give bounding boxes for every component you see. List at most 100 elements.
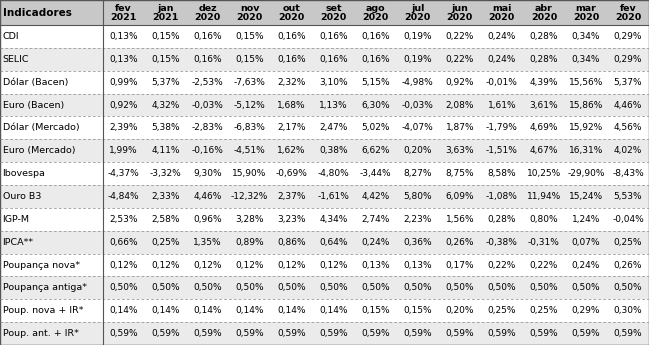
Text: 2020: 2020 bbox=[363, 12, 389, 21]
Text: 15,92%: 15,92% bbox=[569, 124, 603, 132]
Text: -0,04%: -0,04% bbox=[612, 215, 644, 224]
Text: 0,59%: 0,59% bbox=[614, 329, 643, 338]
Text: -3,32%: -3,32% bbox=[150, 169, 182, 178]
Text: Poup. nova + IR*: Poup. nova + IR* bbox=[3, 306, 83, 315]
Text: 8,58%: 8,58% bbox=[487, 169, 516, 178]
Text: fev: fev bbox=[115, 3, 132, 12]
Text: 0,96%: 0,96% bbox=[193, 215, 222, 224]
Text: 6,09%: 6,09% bbox=[445, 192, 474, 201]
Text: -0,03%: -0,03% bbox=[191, 100, 223, 110]
Text: 11,94%: 11,94% bbox=[527, 192, 561, 201]
Text: -4,51%: -4,51% bbox=[234, 146, 265, 155]
Text: 0,59%: 0,59% bbox=[193, 329, 222, 338]
Text: 0,29%: 0,29% bbox=[572, 306, 600, 315]
Text: 4,11%: 4,11% bbox=[151, 146, 180, 155]
Text: 8,27%: 8,27% bbox=[404, 169, 432, 178]
Text: 0,19%: 0,19% bbox=[404, 32, 432, 41]
Text: 0,59%: 0,59% bbox=[109, 329, 138, 338]
Text: 3,10%: 3,10% bbox=[319, 78, 348, 87]
Text: 2021: 2021 bbox=[153, 12, 178, 21]
Text: 2,33%: 2,33% bbox=[151, 192, 180, 201]
Text: -8,43%: -8,43% bbox=[612, 169, 644, 178]
Text: 2,39%: 2,39% bbox=[109, 124, 138, 132]
Text: -4,07%: -4,07% bbox=[402, 124, 434, 132]
Text: 1,87%: 1,87% bbox=[445, 124, 474, 132]
Text: 0,17%: 0,17% bbox=[445, 260, 474, 269]
Bar bbox=[0, 322, 649, 345]
Bar bbox=[0, 208, 649, 231]
Text: 2020: 2020 bbox=[236, 12, 263, 21]
Text: 0,15%: 0,15% bbox=[151, 32, 180, 41]
Text: 6,30%: 6,30% bbox=[361, 100, 390, 110]
Text: 0,59%: 0,59% bbox=[277, 329, 306, 338]
Text: 0,59%: 0,59% bbox=[572, 329, 600, 338]
Text: 0,59%: 0,59% bbox=[236, 329, 264, 338]
Text: -4,37%: -4,37% bbox=[108, 169, 140, 178]
Text: 0,15%: 0,15% bbox=[404, 306, 432, 315]
Text: -0,03%: -0,03% bbox=[402, 100, 434, 110]
Text: 1,99%: 1,99% bbox=[109, 146, 138, 155]
Text: 2020: 2020 bbox=[615, 12, 641, 21]
Bar bbox=[0, 48, 649, 71]
Text: Dólar (Bacen): Dólar (Bacen) bbox=[3, 78, 68, 87]
Text: 2,47%: 2,47% bbox=[319, 124, 348, 132]
Text: 0,24%: 0,24% bbox=[361, 238, 390, 247]
Text: 0,20%: 0,20% bbox=[404, 146, 432, 155]
Text: 0,13%: 0,13% bbox=[109, 32, 138, 41]
Text: 5,37%: 5,37% bbox=[151, 78, 180, 87]
Text: 1,68%: 1,68% bbox=[277, 100, 306, 110]
Text: 2020: 2020 bbox=[573, 12, 599, 21]
Text: 2,32%: 2,32% bbox=[278, 78, 306, 87]
Text: 4,39%: 4,39% bbox=[530, 78, 558, 87]
Text: 0,26%: 0,26% bbox=[446, 238, 474, 247]
Text: 0,38%: 0,38% bbox=[319, 146, 348, 155]
Text: 0,50%: 0,50% bbox=[236, 283, 264, 292]
Text: 0,50%: 0,50% bbox=[361, 283, 390, 292]
Text: Indicadores: Indicadores bbox=[3, 8, 71, 18]
Text: 1,56%: 1,56% bbox=[445, 215, 474, 224]
Text: 0,28%: 0,28% bbox=[487, 215, 516, 224]
Text: 0,14%: 0,14% bbox=[193, 306, 222, 315]
Text: 10,25%: 10,25% bbox=[527, 169, 561, 178]
Text: 0,24%: 0,24% bbox=[572, 260, 600, 269]
Text: 4,46%: 4,46% bbox=[614, 100, 642, 110]
Text: 0,59%: 0,59% bbox=[319, 329, 348, 338]
Text: 15,24%: 15,24% bbox=[569, 192, 603, 201]
Text: Ibovespa: Ibovespa bbox=[3, 169, 45, 178]
Text: 0,99%: 0,99% bbox=[109, 78, 138, 87]
Text: 0,14%: 0,14% bbox=[319, 306, 348, 315]
Text: 4,69%: 4,69% bbox=[530, 124, 558, 132]
Text: 0,16%: 0,16% bbox=[361, 32, 390, 41]
Text: 0,50%: 0,50% bbox=[193, 283, 222, 292]
Bar bbox=[0, 0, 649, 25]
Text: 0,13%: 0,13% bbox=[404, 260, 432, 269]
Text: dez: dez bbox=[199, 3, 217, 12]
Text: -29,90%: -29,90% bbox=[567, 169, 605, 178]
Text: 3,61%: 3,61% bbox=[530, 100, 558, 110]
Text: 2020: 2020 bbox=[531, 12, 557, 21]
Text: 2021: 2021 bbox=[110, 12, 137, 21]
Text: 0,24%: 0,24% bbox=[487, 32, 516, 41]
Bar bbox=[0, 162, 649, 185]
Text: 1,24%: 1,24% bbox=[572, 215, 600, 224]
Text: 0,50%: 0,50% bbox=[319, 283, 348, 292]
Text: 0,25%: 0,25% bbox=[530, 306, 558, 315]
Text: 0,14%: 0,14% bbox=[236, 306, 264, 315]
Text: 0,22%: 0,22% bbox=[446, 32, 474, 41]
Text: 0,50%: 0,50% bbox=[445, 283, 474, 292]
Text: 0,12%: 0,12% bbox=[277, 260, 306, 269]
Text: 0,16%: 0,16% bbox=[193, 32, 222, 41]
Text: 0,26%: 0,26% bbox=[614, 260, 643, 269]
Text: 0,22%: 0,22% bbox=[530, 260, 558, 269]
Text: -4,84%: -4,84% bbox=[108, 192, 140, 201]
Bar bbox=[0, 185, 649, 208]
Bar bbox=[0, 139, 649, 162]
Text: -1,51%: -1,51% bbox=[486, 146, 518, 155]
Text: 3,28%: 3,28% bbox=[236, 215, 264, 224]
Text: 4,34%: 4,34% bbox=[319, 215, 348, 224]
Text: 0,16%: 0,16% bbox=[193, 55, 222, 64]
Text: 0,12%: 0,12% bbox=[236, 260, 264, 269]
Text: CDI: CDI bbox=[3, 32, 19, 41]
Bar bbox=[0, 254, 649, 276]
Bar bbox=[0, 299, 649, 322]
